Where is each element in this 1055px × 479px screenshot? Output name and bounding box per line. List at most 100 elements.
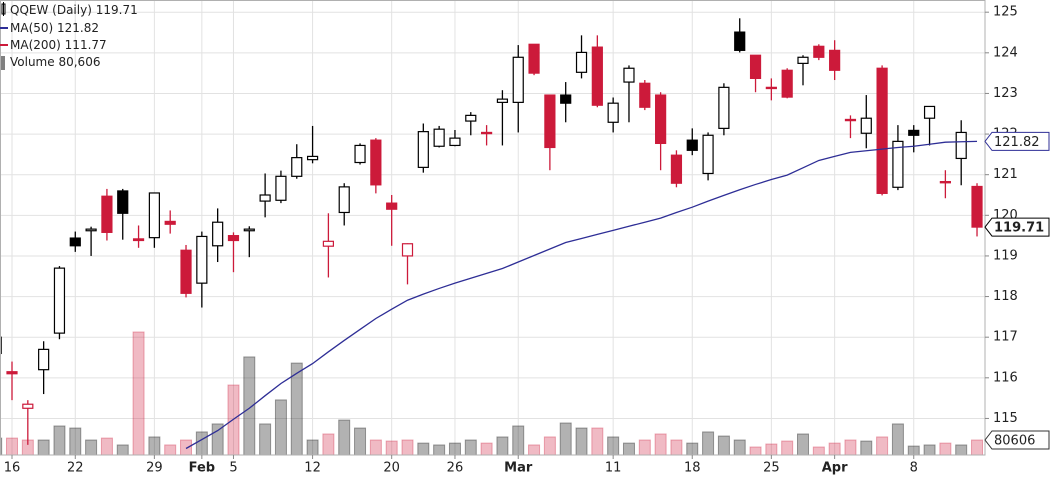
legend-entry: Volume 80,606 [10,55,100,69]
y-tick-label: 118 [993,289,1018,304]
candle-body [813,45,825,58]
legend-label: MA(200) [10,38,61,52]
candle-body [749,54,762,80]
candle-body [227,235,240,242]
volume-bar [939,442,952,455]
volume-bar [876,436,889,455]
volume-bar [654,433,667,455]
volume-bar [702,431,715,455]
legend-value: 80,606 [58,55,100,69]
volume-bar [480,442,493,455]
volume-bar [464,439,477,455]
candle-body [53,267,66,334]
y-tick-label: 116 [993,370,1018,385]
candle-body [69,237,81,247]
volume-bar [369,439,382,455]
candle-body [180,249,192,294]
candle-body [465,114,477,122]
candle-body [401,243,414,257]
x-tick-label: 12 [304,461,321,476]
x-tick-label: Feb [189,461,215,476]
plot-area [0,18,984,455]
x-tick-label: 8 [910,461,918,476]
candle-body [259,194,271,202]
axes: 115116117118119120121122123124125162229F… [4,5,1050,476]
candle-body [844,118,857,122]
candle-body [686,139,698,151]
candle-body [196,235,208,284]
volume-bar [923,444,936,455]
legend-label: Volume [10,55,55,69]
x-tick-label: Mar [504,461,533,476]
volume-bar [6,437,18,455]
candle-body [923,105,936,119]
candle-body [670,154,683,184]
volume-bar [528,444,541,455]
volume-bar [385,440,398,455]
candle-body [496,98,509,103]
volume-bar [622,442,635,455]
volume-bar [828,442,841,455]
value-tag: 121.82 [984,131,1050,151]
y-tick-label: 125 [993,5,1018,20]
y-tick-label: 121 [993,167,1018,182]
volume-bar [132,331,145,455]
candle-body [354,144,366,164]
volume-bar [290,362,303,455]
candle-body [417,131,429,168]
candle-body [85,228,97,232]
candle-body [876,67,888,194]
candle-body [734,31,746,51]
legend-entry: MA(200) 111.77 [10,38,107,52]
x-tick-label: 5 [229,461,237,476]
value-tag-box [984,217,1050,237]
x-tick-label: 26 [447,461,464,476]
candle-body [829,49,841,71]
candle-body [560,94,572,104]
volume-bar [891,423,904,455]
volume-bar [749,446,762,455]
volume-bar [670,439,683,455]
x-tick-label: 25 [763,461,780,476]
y-tick-label: 124 [993,45,1018,60]
volume-bar [417,442,430,455]
volume-bar [85,439,98,455]
candle-body [243,228,255,232]
candle-body [955,131,967,160]
volume-bar [717,435,730,455]
candle-body [575,51,588,73]
candle-body [655,94,667,145]
candle-body [892,140,904,188]
volume-bar [907,445,920,455]
volume-bar [338,419,351,455]
value-tag-label: 121.82 [994,135,1040,150]
candle-body [860,117,872,134]
volume-bar [765,443,778,455]
candle-body [6,371,18,375]
volume-bar [797,433,809,455]
volume-bar [401,439,414,455]
volume-bar [607,436,620,455]
volume-bar [116,444,129,455]
candle-body [322,240,334,247]
volume-bar [37,439,50,455]
volume-bar [164,444,177,455]
volume-bar [274,399,287,455]
volume-bar [100,437,113,455]
candle-body [512,56,524,103]
value-tag-box [984,131,1050,151]
candle-body [544,94,556,149]
candle-body [291,157,303,177]
candle-body [101,195,113,233]
volume-bar [860,440,873,455]
volume-bar [733,439,746,455]
volume-bar [69,427,82,455]
x-tick-label: 20 [383,461,400,476]
x-tick-label: Apr [822,461,848,476]
volume-bar [148,436,161,455]
legend: QQEW (Daily) 119.71 MA(50) 121.82 MA(200… [0,2,138,70]
volume-bar [322,433,335,455]
